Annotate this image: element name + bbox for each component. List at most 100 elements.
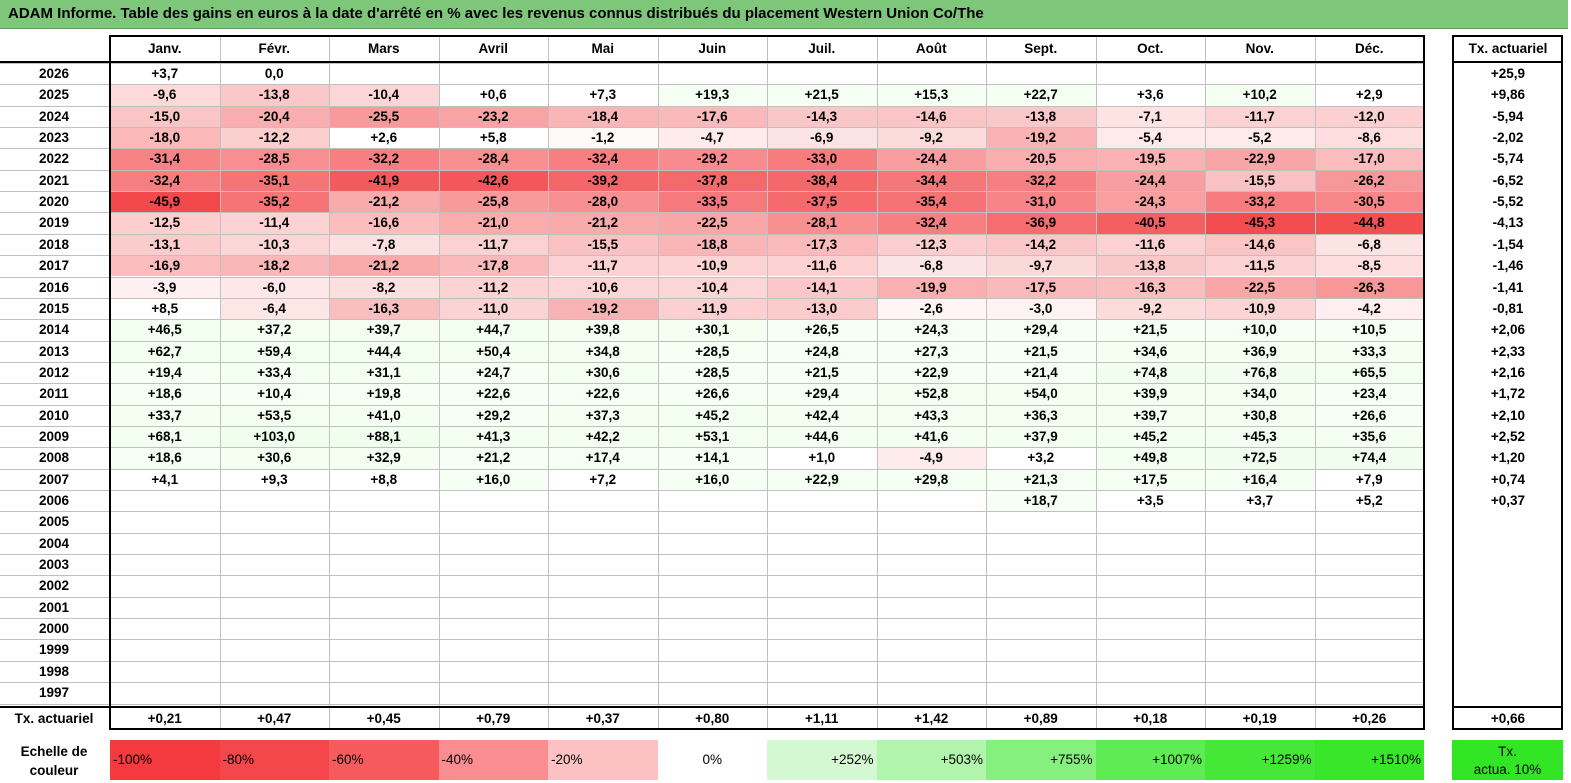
annual-rate-cell: -4,13 — [1492, 215, 1524, 231]
row-gridline — [0, 575, 1424, 577]
value-cell: +62,7 — [110, 340, 220, 362]
value-cell: +14,1 — [657, 447, 767, 469]
value-cell: +33,3 — [1314, 340, 1424, 362]
color-scale-label: Echelle de couleur — [0, 742, 108, 780]
monthly-rate-cell: +0,37 — [585, 710, 620, 726]
monthly-rate-cell: +0,26 — [1352, 710, 1387, 726]
year-label: 2012 — [38, 364, 70, 380]
value-cell: +1,0 — [767, 447, 877, 469]
value-cell: -11,7 — [438, 233, 548, 256]
month-header: Juil. — [808, 41, 836, 56]
year-label: 2010 — [38, 407, 70, 423]
annual-rate-cell: -6,52 — [1492, 172, 1524, 188]
value-cell: +7,3 — [548, 84, 658, 106]
year-label: 2018 — [38, 236, 70, 252]
color-scale-stop: +1510% — [1314, 740, 1424, 780]
value-cell: +39,7 — [1095, 404, 1205, 426]
value-cell: -38,4 — [767, 169, 877, 192]
value-cell: -21,2 — [548, 212, 658, 234]
value-cell: +24,3 — [876, 319, 986, 341]
value-cell: +41,3 — [438, 425, 548, 448]
value-cell: +33,7 — [110, 404, 220, 426]
value-cell: -28,4 — [438, 148, 548, 170]
value-cell: +53,5 — [219, 404, 329, 426]
value-cell: -24,4 — [1095, 169, 1205, 192]
value-cell: -6,8 — [1314, 233, 1424, 256]
value-cell: +34,8 — [548, 340, 658, 362]
value-cell: -17,3 — [767, 233, 877, 256]
annual-rate-cell: +1,72 — [1490, 386, 1526, 402]
value-cell: -6,4 — [219, 297, 329, 320]
year-label: 2013 — [38, 343, 70, 359]
value-cell: -26,3 — [1314, 276, 1424, 298]
row-gridline — [0, 682, 1424, 684]
year-label: 2024 — [38, 108, 70, 124]
value-cell: +26,6 — [657, 383, 767, 405]
value-cell: +39,8 — [548, 319, 658, 341]
value-cell: -13,0 — [767, 297, 877, 320]
value-cell: +3,5 — [1095, 490, 1205, 512]
column-gridline — [548, 36, 549, 728]
value-cell: +45,3 — [1205, 425, 1315, 448]
row-gridline — [0, 276, 1424, 278]
value-cell: -42,6 — [438, 169, 548, 192]
value-cell: -16,3 — [1095, 276, 1205, 298]
value-cell: +22,6 — [548, 383, 658, 405]
value-cell: +21,5 — [767, 84, 877, 106]
value-cell: -14,6 — [1205, 233, 1315, 256]
value-cell: -6,0 — [219, 276, 329, 298]
month-header: Juin — [698, 41, 727, 56]
year-label: 2025 — [38, 87, 70, 103]
row-gridline — [0, 447, 1424, 449]
color-scale-stop: +755% — [986, 740, 1096, 780]
row-gridline — [0, 297, 1424, 299]
footer-row-label: Tx. actuariel — [14, 710, 94, 726]
value-cell: -28,0 — [548, 191, 658, 213]
value-cell: -21,0 — [438, 212, 548, 234]
value-cell: -15,5 — [548, 233, 658, 256]
value-cell: +16,0 — [438, 468, 548, 490]
value-cell: -32,2 — [329, 148, 439, 170]
color-scale-label-line1: Echelle de — [20, 744, 88, 759]
color-scale-stop: +503% — [876, 740, 986, 780]
value-cell: +18,6 — [110, 447, 220, 469]
value-cell: +32,9 — [329, 447, 439, 469]
value-cell: +10,0 — [1205, 319, 1315, 341]
main-table-frame — [109, 35, 1425, 730]
value-cell: +30,8 — [1205, 404, 1315, 426]
value-cell: +19,4 — [110, 361, 220, 384]
value-cell: +31,1 — [329, 361, 439, 384]
value-cell: +45,2 — [657, 404, 767, 426]
color-scale-stop: -80% — [219, 740, 329, 780]
annual-rate-cell: +2,33 — [1490, 343, 1526, 359]
value-cell: -14,6 — [876, 105, 986, 128]
row-gridline — [0, 63, 1424, 64]
color-scale-label-line2: couleur — [29, 763, 79, 778]
value-cell: +5,2 — [1314, 490, 1424, 512]
year-label: 2007 — [38, 471, 70, 487]
value-cell: -9,7 — [986, 255, 1096, 277]
annual-rate-cell: -5,74 — [1492, 151, 1524, 167]
value-cell: +3,6 — [1095, 84, 1205, 106]
value-cell: +10,5 — [1314, 319, 1424, 341]
column-gridline — [657, 36, 659, 728]
annual-rate-cell: -2,02 — [1492, 130, 1524, 146]
value-cell: -15,5 — [1205, 169, 1315, 192]
column-gridline — [1205, 36, 1206, 728]
value-cell: +68,1 — [110, 425, 220, 448]
year-label: 1999 — [38, 642, 70, 658]
value-cell: -20,4 — [219, 105, 329, 128]
value-cell: -19,9 — [876, 276, 986, 298]
month-header: Oct. — [1137, 41, 1164, 56]
value-cell: 0,0 — [219, 63, 329, 85]
column-gridline — [876, 36, 878, 728]
value-cell: -28,5 — [219, 148, 329, 170]
value-cell: -32,4 — [876, 212, 986, 234]
title-bar: ADAM Informe. Table des gains en euros à… — [0, 0, 1568, 29]
value-cell: -17,8 — [438, 255, 548, 277]
value-cell: -39,2 — [548, 169, 658, 192]
value-cell: -20,5 — [986, 148, 1096, 170]
value-cell: +15,3 — [876, 84, 986, 106]
row-gridline — [0, 383, 1424, 385]
value-cell: +30,6 — [548, 361, 658, 384]
